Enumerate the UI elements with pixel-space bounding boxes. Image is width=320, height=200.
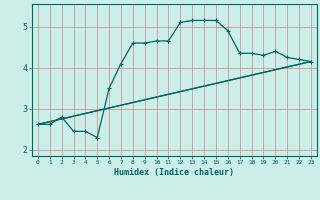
X-axis label: Humidex (Indice chaleur): Humidex (Indice chaleur) <box>115 168 234 177</box>
